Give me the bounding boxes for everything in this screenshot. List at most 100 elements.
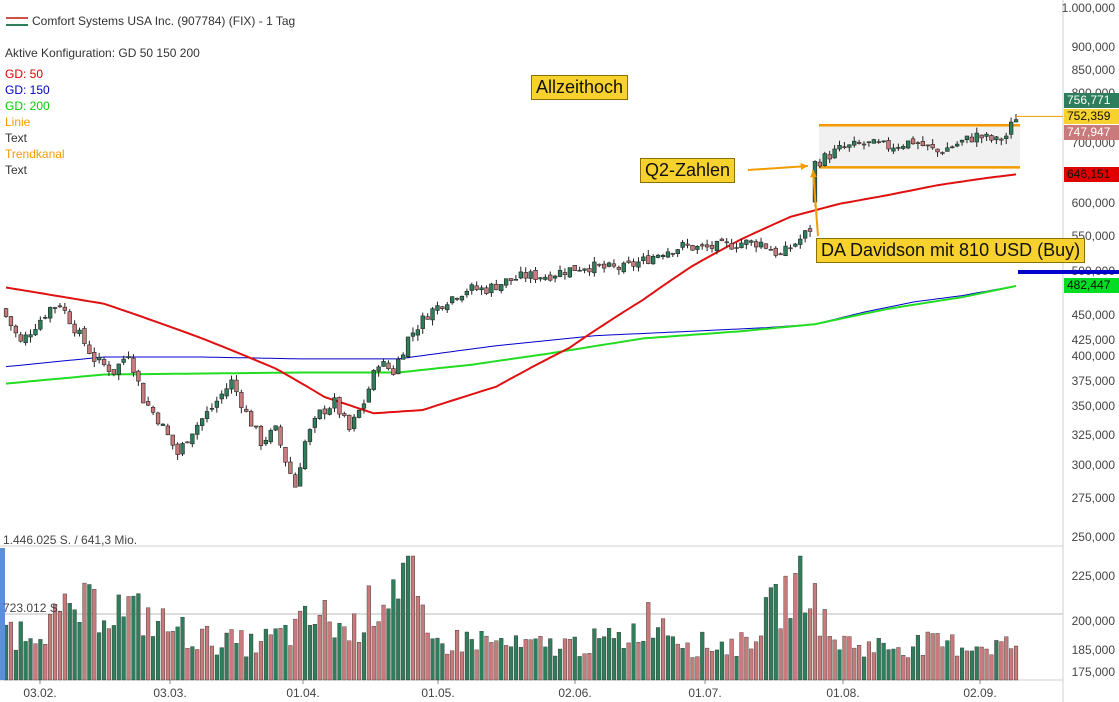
candle: [601, 263, 607, 269]
volume-bar: [209, 645, 215, 681]
candle: [548, 274, 553, 281]
candle: [92, 351, 97, 362]
volume-bar: [960, 647, 965, 681]
volume-bar: [719, 641, 724, 681]
annotation-da-davidson[interactable]: DA Davidson mit 810 USD (Buy): [816, 238, 1086, 263]
legend-item[interactable]: GD: 200: [5, 99, 50, 113]
volume-bar: [43, 644, 48, 681]
annotation-allzeithoch[interactable]: Allzeithoch: [531, 75, 629, 100]
annotation-q2-zahlen[interactable]: Q2-Zahlen: [640, 158, 736, 183]
volume-bar: [822, 609, 827, 681]
volume-bar: [592, 628, 597, 681]
candle: [744, 239, 749, 245]
candle: [881, 140, 886, 143]
volume-bar: [964, 650, 969, 681]
candle: [38, 319, 43, 330]
volume-bar: [307, 625, 313, 681]
legend-item[interactable]: Linie: [5, 115, 31, 129]
candle: [753, 241, 759, 248]
legend-item[interactable]: Text: [5, 131, 28, 145]
candle: [307, 429, 313, 442]
volume-bar: [778, 628, 783, 681]
candle: [474, 285, 479, 290]
candle: [77, 329, 82, 335]
candle: [518, 271, 524, 279]
volume-bar: [72, 609, 77, 681]
candle: [415, 329, 421, 336]
legend-item[interactable]: GD: 150: [5, 83, 50, 97]
candle: [469, 284, 474, 291]
volume-bar: [881, 642, 886, 681]
candle: [641, 256, 646, 261]
candle: [146, 401, 151, 406]
candle: [650, 255, 656, 265]
volume-bar: [18, 621, 23, 681]
candle: [371, 370, 376, 390]
candle: [82, 328, 87, 344]
volume-bar: [430, 638, 435, 681]
volume-bar: [631, 623, 636, 681]
candle: [337, 396, 342, 415]
volume-bar: [675, 643, 680, 681]
candle: [935, 148, 940, 153]
volume-bar: [661, 618, 666, 681]
volume-bar: [513, 635, 518, 681]
candle: [283, 446, 288, 463]
candle: [131, 357, 136, 374]
volume-bar: [195, 649, 200, 681]
volume-bar: [455, 630, 460, 681]
volume-bar: [175, 626, 180, 681]
volume-bar: [803, 612, 808, 681]
candle: [660, 255, 666, 258]
volume-bar: [891, 648, 896, 681]
volume-bar: [685, 642, 690, 681]
candle: [856, 142, 862, 144]
candle: [214, 400, 220, 408]
candle: [484, 287, 489, 294]
volume-bar: [273, 628, 278, 681]
candle: [273, 425, 278, 431]
volume-bar: [817, 635, 822, 681]
candle: [778, 253, 783, 256]
volume-bar: [930, 633, 935, 681]
volume-bar: [87, 584, 92, 681]
volume-bar: [180, 617, 185, 681]
volume-bar: [229, 629, 234, 681]
volume-bar: [734, 656, 739, 681]
candle: [886, 140, 891, 150]
candle: [714, 241, 720, 252]
legend-item[interactable]: Text: [5, 163, 28, 177]
candle: [180, 443, 185, 455]
volume-bar: [204, 626, 210, 681]
volume-bar: [101, 620, 107, 681]
candle: [499, 284, 504, 291]
candle: [954, 143, 960, 147]
candle: [1004, 135, 1009, 140]
candle: [842, 146, 847, 148]
arrow-da-davidson-head: [810, 170, 818, 178]
candle: [244, 408, 249, 412]
candle: [802, 230, 808, 239]
candle: [111, 369, 117, 375]
candle: [901, 146, 906, 149]
volume-label: 1.446.025 S. / 641,3 Mio.: [3, 533, 138, 547]
candle: [974, 132, 979, 143]
candle: [185, 441, 190, 444]
candle: [440, 306, 445, 310]
candle: [386, 362, 391, 369]
candle: [562, 272, 568, 276]
legend-item[interactable]: GD: 50: [5, 67, 44, 81]
candle: [940, 152, 945, 154]
candle: [224, 388, 229, 397]
volume-bar: [837, 649, 842, 681]
candle: [866, 141, 872, 143]
volume-bar: [23, 641, 28, 681]
legend-item[interactable]: Trendkanal: [5, 147, 65, 161]
volume-bar: [67, 603, 72, 681]
x-tick-label: 01.04.: [286, 686, 319, 700]
volume-bar: [347, 640, 352, 681]
volume-bar: [759, 635, 764, 681]
candle: [396, 358, 401, 375]
candle: [459, 295, 465, 301]
candle: [43, 316, 48, 319]
